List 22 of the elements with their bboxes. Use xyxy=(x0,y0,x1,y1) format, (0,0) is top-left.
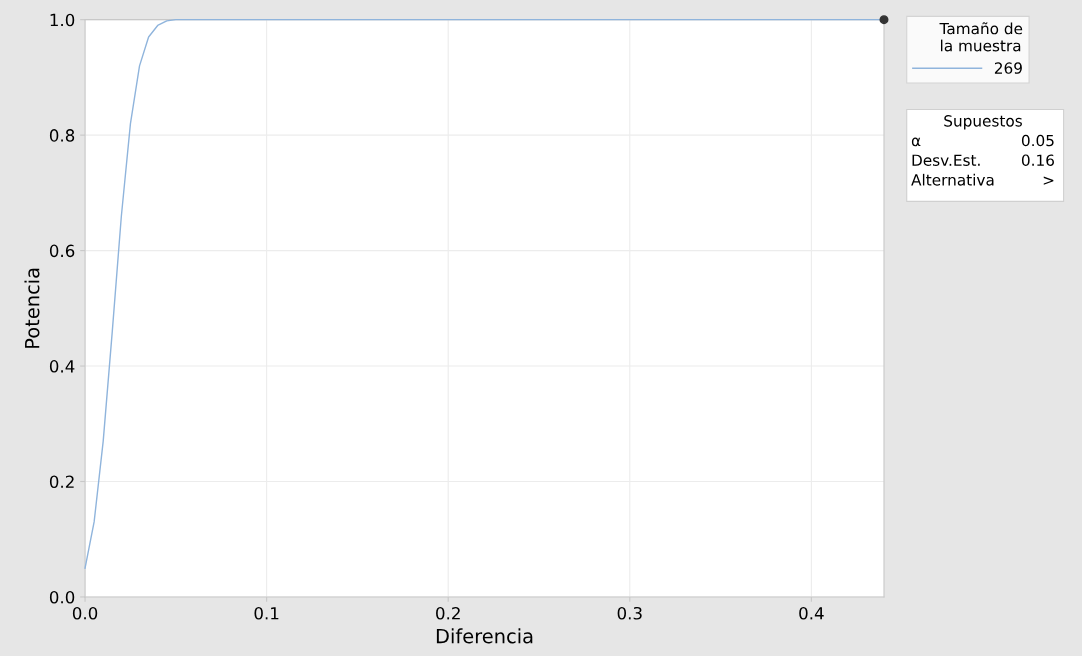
x-tick-label: 0.3 xyxy=(617,606,642,620)
y-axis-title: Potencia xyxy=(24,268,40,348)
text: > xyxy=(1043,176,1054,185)
x-tick-label: 0.0 xyxy=(72,606,98,620)
y-tick-label: 0.4 xyxy=(49,360,75,373)
y-tick-label: 0.2 xyxy=(49,475,74,489)
x-tick-label: 0.2 xyxy=(436,606,460,620)
text: Alternativa xyxy=(911,173,994,186)
x-axis-title: Diferencia xyxy=(436,628,533,644)
y-tick-label: 0.6 xyxy=(49,244,75,258)
text: Desv.Est. xyxy=(912,154,980,166)
text: 0.16 xyxy=(1021,154,1054,166)
y-tick-label: 0.8 xyxy=(49,129,75,142)
text: α xyxy=(911,137,921,147)
y-tick-label: 1.0 xyxy=(50,13,75,27)
legend-title: Tamaño de la muestra xyxy=(939,22,1023,52)
x-tick-label: 0.1 xyxy=(254,606,279,620)
x-tick-label: 0.4 xyxy=(799,606,824,620)
text: 0.05 xyxy=(1021,134,1054,147)
legend-label: 269 xyxy=(994,62,1022,74)
text: Supuestos xyxy=(944,115,1022,130)
y-tick-label: 0.0 xyxy=(49,590,75,604)
